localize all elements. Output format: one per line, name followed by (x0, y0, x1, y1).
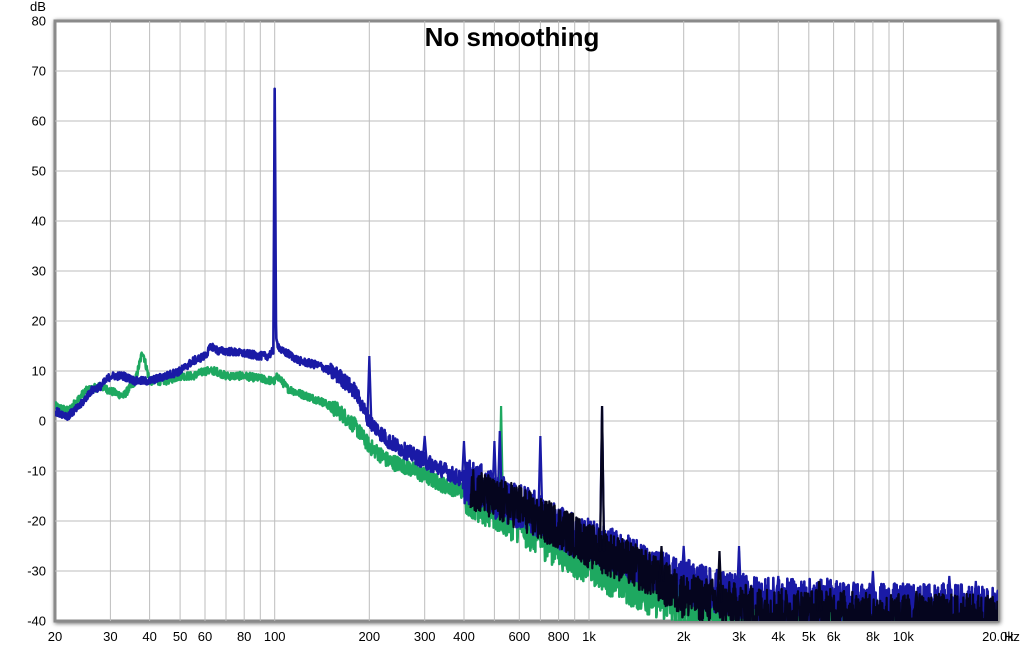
series-spike (598, 405, 606, 552)
chart-title: No smoothing (425, 22, 600, 52)
x-axis-unit: Hz (1004, 629, 1020, 644)
x-tick-label: 800 (548, 629, 570, 644)
y-tick-label: 10 (32, 364, 46, 379)
x-tick-label: 50 (173, 629, 187, 644)
y-tick-label: -20 (27, 514, 46, 529)
series-spike (680, 545, 687, 582)
grid-lines (55, 21, 998, 621)
x-tick-label: 400 (453, 629, 475, 644)
y-tick-label: 40 (32, 214, 46, 229)
x-tick-label: 20.0k (982, 629, 1014, 644)
y-tick-label: 50 (32, 164, 46, 179)
x-tick-label: 1k (582, 629, 596, 644)
series-spike (421, 435, 428, 462)
x-tick-label: 2k (677, 629, 691, 644)
x-tick-label: 600 (508, 629, 530, 644)
y-tick-label: 30 (32, 264, 46, 279)
x-tick-label: 40 (142, 629, 156, 644)
series-spike (496, 430, 503, 499)
y-tick-label: -10 (27, 464, 46, 479)
series-spike (537, 435, 544, 517)
x-tick-label: 100 (264, 629, 286, 644)
series-layer (55, 87, 998, 621)
y-tick-label: -40 (27, 614, 46, 629)
y-tick-label: -30 (27, 564, 46, 579)
x-tick-label: 80 (237, 629, 251, 644)
series-spike (491, 440, 498, 497)
x-tick-label: 5k (802, 629, 816, 644)
y-tick-label: 70 (32, 64, 46, 79)
series-spike (460, 440, 468, 482)
x-tick-label: 3k (732, 629, 746, 644)
y-tick-label: 60 (32, 114, 46, 129)
x-tick-label: 30 (103, 629, 117, 644)
series-spike (816, 580, 823, 612)
y-axis-label: dB (30, 0, 46, 14)
x-tick-label: 200 (358, 629, 380, 644)
x-axis: 20 30 40 50 60 80 100 200 300 400 600 800 1k 2k 3k 4k 5k… (48, 629, 1015, 644)
x-tick-label: 6k (827, 629, 841, 644)
x-tick-label: 60 (198, 629, 212, 644)
x-tick-label: 20 (48, 629, 62, 644)
series-spike (658, 545, 665, 582)
x-tick-label: 10k (893, 629, 914, 644)
series-spike (366, 355, 373, 422)
x-tick-label: 4k (771, 629, 785, 644)
y-axis: -40 -30 -20 -10 0 10 20 30 40 50 60 70 80 (27, 14, 46, 629)
y-tick-label: 20 (32, 314, 46, 329)
series-line-3 (469, 468, 998, 621)
series-spike (716, 550, 723, 603)
y-tick-label: 80 (32, 14, 46, 29)
x-tick-label: 300 (414, 629, 436, 644)
x-tick-label: 8k (866, 629, 880, 644)
series-spike (735, 545, 743, 597)
y-tick-label: 0 (39, 414, 46, 429)
series-spike (869, 570, 877, 607)
series-spike (913, 590, 920, 617)
